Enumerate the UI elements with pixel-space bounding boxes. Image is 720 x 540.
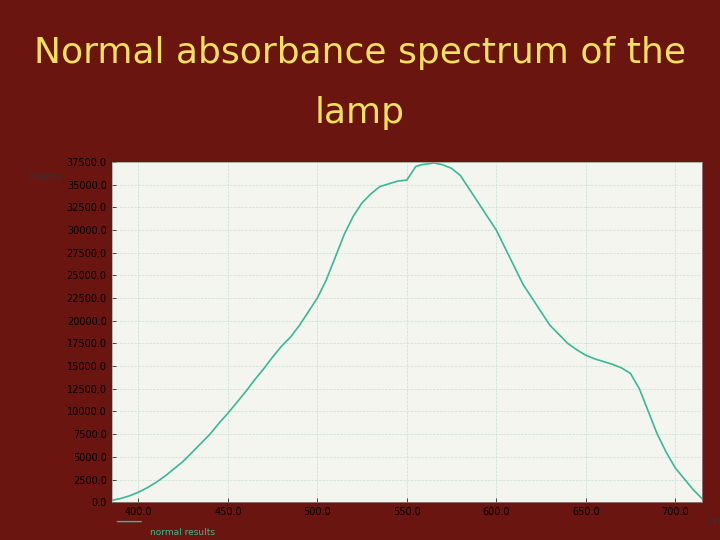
Text: Normal absorbance spectrum of the: Normal absorbance spectrum of the [34,36,686,70]
Text: normal results: normal results [150,528,215,537]
Text: lamp: lamp [315,97,405,130]
Text: nm: nm [708,516,720,526]
Text: Counts: Counts [27,172,61,183]
